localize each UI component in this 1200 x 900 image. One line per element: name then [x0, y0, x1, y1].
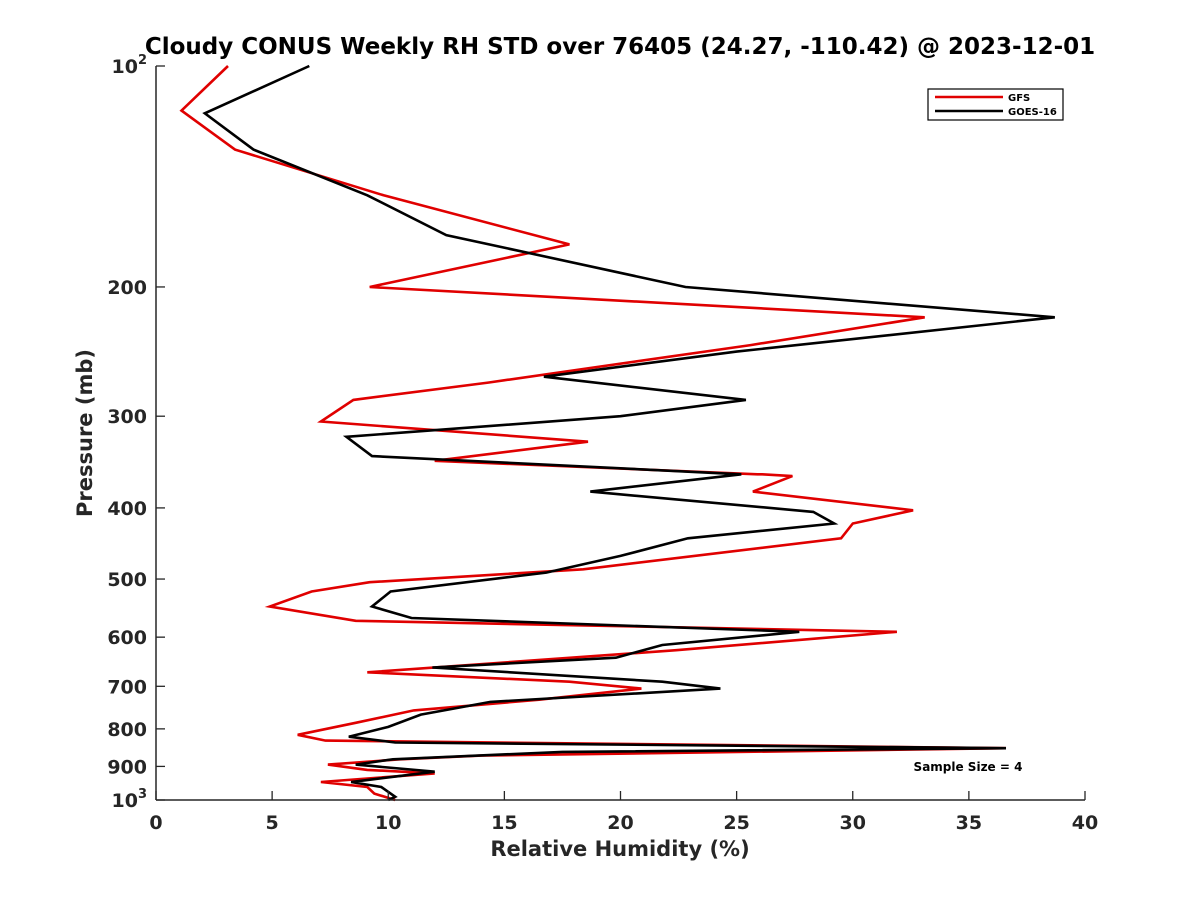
x-axis-ticks: 0 5 10 15 20 25 30 35 40: [149, 791, 1098, 834]
x-tick-label: 20: [607, 812, 633, 834]
y-tick-label: 103: [112, 787, 148, 812]
legend-label-goes16: GOES-16: [1008, 107, 1057, 118]
y-axis-label: Pressure (mb): [73, 349, 97, 517]
legend-label-gfs: GFS: [1008, 93, 1030, 104]
y-axis-ticks: 102 200 300 400 500 600 700 800 900 103: [107, 53, 165, 812]
x-tick-label: 30: [840, 812, 866, 834]
y-tick-label: 600: [107, 627, 147, 649]
x-tick-label: 0: [149, 812, 162, 834]
chart-title: Cloudy CONUS Weekly RH STD over 76405 (2…: [145, 34, 1095, 60]
x-tick-label: 10: [375, 812, 401, 834]
x-tick-label: 15: [491, 812, 517, 834]
legend-box: [927, 88, 1064, 121]
x-tick-label: 35: [956, 812, 982, 834]
y-tick-label: 500: [107, 569, 147, 591]
y-tick-label: 200: [107, 277, 147, 299]
legend: GFS GOES-16: [927, 88, 1064, 121]
x-axis-label: Relative Humidity (%): [490, 837, 749, 861]
series-line-goes-16: [202, 64, 1055, 802]
x-tick-label: 40: [1072, 812, 1098, 834]
y-tick-label: 900: [107, 756, 147, 778]
y-tick-label: 700: [107, 676, 147, 698]
x-tick-label: 25: [723, 812, 749, 834]
y-tick-label: 300: [107, 406, 147, 428]
y-tick-label: 400: [107, 498, 147, 520]
y-tick-label: 800: [107, 719, 147, 741]
sample-size-annotation: Sample Size = 4: [914, 760, 1023, 774]
y-tick-label: 102: [112, 53, 148, 78]
x-tick-label: 5: [266, 812, 279, 834]
series-layer: [179, 64, 1055, 802]
